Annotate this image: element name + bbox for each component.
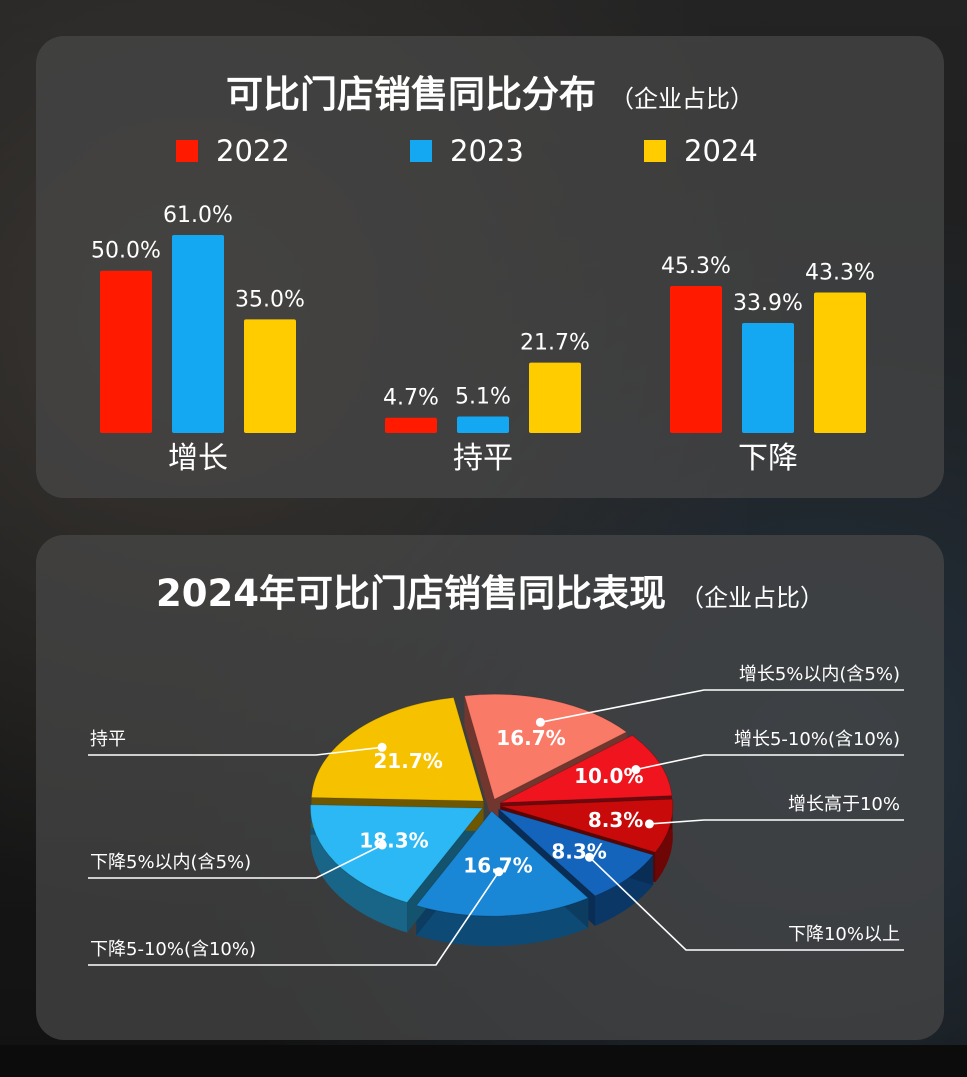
pie-slice-side-5 <box>416 898 589 947</box>
bar-2022-2 <box>385 417 437 433</box>
pie-slice-6 <box>309 804 484 904</box>
pie-callout-label-7: 持平 <box>90 729 126 750</box>
pie-chart-title-note: （企业占比） <box>679 584 824 612</box>
pie-slice-side-3 <box>655 799 673 883</box>
bar-chart-panel: 可比门店销售同比分布 （企业占比） 2022 2023 2024 50.0% 61.… <box>36 36 944 498</box>
pie-slice-3 <box>500 798 674 853</box>
bar-label-2022-2: 4.7% <box>383 386 439 411</box>
pie-slice-1 <box>463 693 628 800</box>
legend-swatch-2024 <box>644 140 666 162</box>
pie-callout-dot-6 <box>377 840 387 850</box>
pie-callout-dot-1 <box>535 717 545 727</box>
bar-2022-3 <box>670 285 722 433</box>
legend-swatch-2022 <box>176 140 198 162</box>
pie-callout-line-5 <box>88 871 500 966</box>
bar-2022-1 <box>100 270 152 433</box>
pie-callout-line-6 <box>88 844 383 879</box>
bar-label-2023-3: 33.9% <box>733 291 803 316</box>
pie-callout-dot-3 <box>644 819 654 829</box>
bar-chart-title-note: （企业占比） <box>610 85 754 113</box>
category-label-2: 持平 <box>453 441 513 476</box>
legend-item-2023: 2023 <box>410 134 524 168</box>
pie-callout-line-3 <box>649 819 904 825</box>
pie-chart-title: 2024年可比门店销售同比表现 （企业占比） <box>36 563 944 617</box>
bar-label-2024-2: 21.7% <box>520 331 590 356</box>
legend-item-2024: 2024 <box>644 134 758 168</box>
bar-chart-title: 可比门店销售同比分布 （企业占比） <box>36 64 944 118</box>
pie-slice-label-3: 8.3% <box>588 808 643 832</box>
bar-2023-3 <box>742 322 794 433</box>
pie-callout-dot-7 <box>377 742 387 752</box>
bar-2024-2 <box>529 362 581 433</box>
bar-2023-2 <box>457 416 509 433</box>
bar-label-2024-3: 43.3% <box>805 260 875 285</box>
bar-2024-1 <box>244 319 296 433</box>
pie-chart-panel: 2024年可比门店销售同比表现 （企业占比） 16.7% 10.0% 8.3% 8.3%… <box>36 535 944 1040</box>
pie-callout-label-2: 增长5-10%(含10%) <box>734 729 900 750</box>
pie-callout-label-4: 下降10%以上 <box>788 924 900 945</box>
legend-label-2024: 2024 <box>684 134 758 168</box>
legend-label-2023: 2023 <box>450 134 524 168</box>
category-label-1: 增长 <box>168 441 228 476</box>
pie-callout-line-2 <box>635 754 904 771</box>
bar-chart-title-main: 可比门店销售同比分布 <box>226 73 596 116</box>
bar-label-2024-1: 35.0% <box>235 287 305 312</box>
bar-label-2023-1: 61.0% <box>163 203 233 228</box>
legend-item-2022: 2022 <box>176 134 290 168</box>
pie-callout-dot-2 <box>631 765 641 774</box>
pie-slice-side-6 <box>310 804 407 933</box>
pie-callout-dot-4 <box>585 852 594 862</box>
pie-callout-label-1: 增长5%以内(含5%) <box>739 664 900 685</box>
pie-callout-line-4 <box>588 856 904 951</box>
bottom-strip <box>0 1045 967 1077</box>
bar-chart-plot: 50.0%61.0% 35.0% 增长 4.7% 5.1% 21.7% 持平 45.3%33.… <box>91 203 875 476</box>
pie-slice-7 <box>311 697 485 802</box>
bar-label-2023-2: 5.1% <box>455 384 511 409</box>
pie-chart-title-main: 2024年可比门店销售同比表现 <box>156 572 666 615</box>
pie-slice-label-4: 8.3% <box>551 840 606 864</box>
pie-slice-edge-1-1 <box>464 695 495 830</box>
pie-slice-label-7: 21.7% <box>373 749 442 773</box>
pie-callout-line-7 <box>88 746 383 756</box>
bar-2023-1 <box>172 235 224 433</box>
pie-callout-label-3: 增长高于10% <box>788 794 900 815</box>
pie-slice-label-6: 18.3% <box>359 829 428 853</box>
category-label-3: 下降 <box>738 441 798 476</box>
pie-slice-4 <box>498 808 655 897</box>
bar-label-2022-3: 45.3% <box>661 254 731 279</box>
pie-callout-label-5: 下降5-10%(含10%) <box>90 939 256 960</box>
pie-chart-plot: 16.7%10.0%8.3%8.3%16.7%18.3%21.7%增长5%以内(… <box>88 664 904 966</box>
pie-slice-5 <box>415 810 590 917</box>
pie-callout-label-6: 下降5%以内(含5%) <box>90 852 251 873</box>
bar-label-2022-1: 50.0% <box>91 239 161 264</box>
pie-callout-line-1 <box>540 689 904 724</box>
legend-swatch-2023 <box>410 140 432 162</box>
bar-2024-3 <box>814 292 866 433</box>
legend-label-2022: 2022 <box>216 134 290 168</box>
pie-slice-label-1: 16.7% <box>496 726 565 750</box>
pie-callout-dot-5 <box>494 867 504 877</box>
pie-tops <box>309 693 674 917</box>
bar-chart-legend: 2022 2023 2024 <box>36 134 944 174</box>
